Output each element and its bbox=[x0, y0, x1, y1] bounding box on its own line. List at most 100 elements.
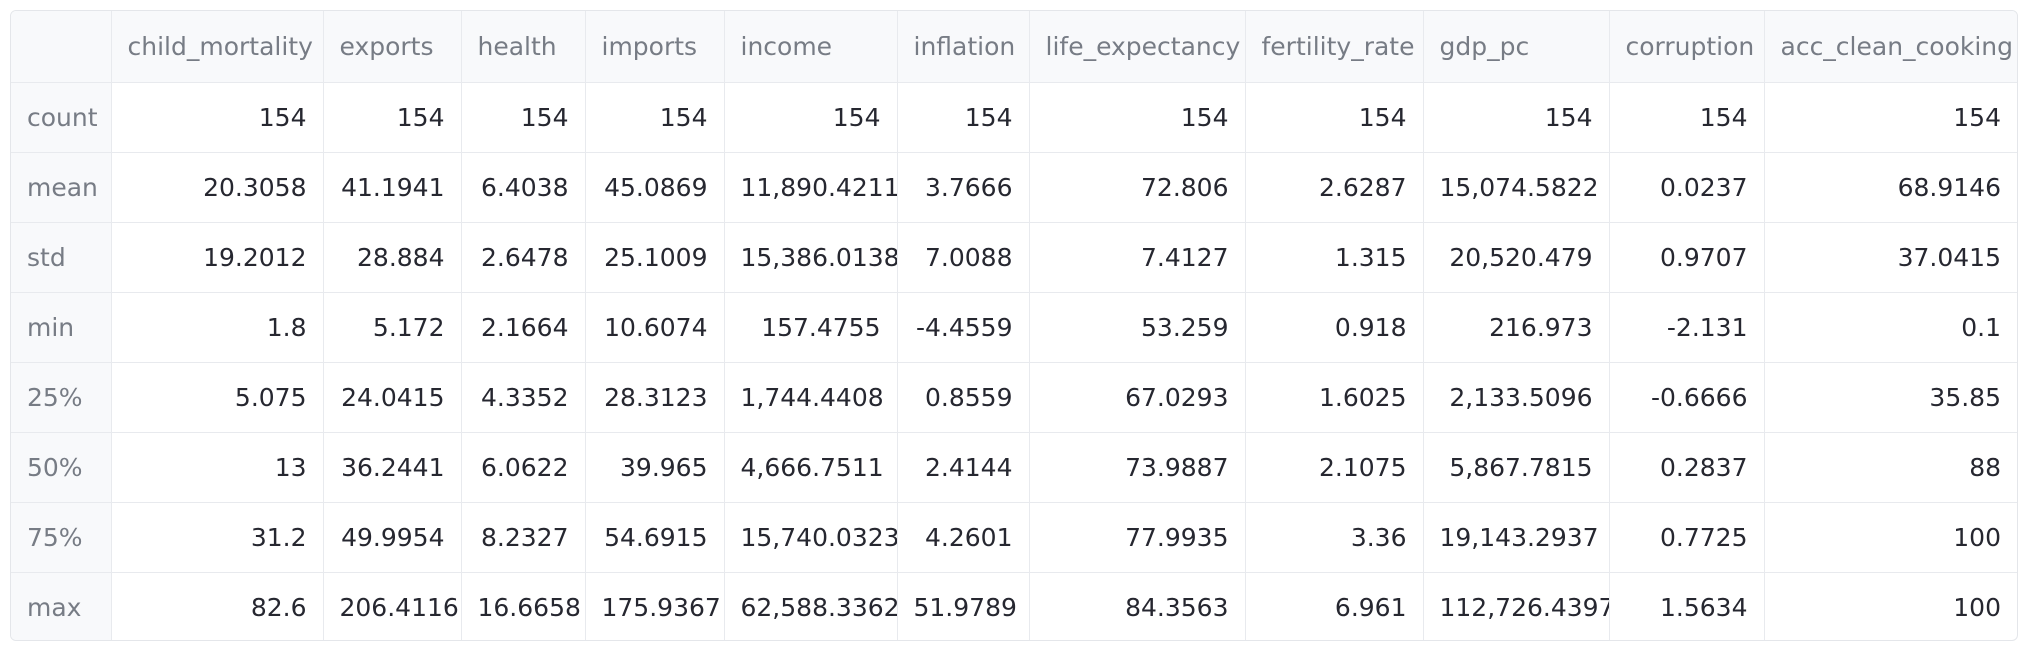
table-cell[interactable]: 35.85 bbox=[1764, 362, 2017, 433]
table-cell[interactable]: 154 bbox=[1609, 82, 1765, 153]
table-cell[interactable]: 25.1009 bbox=[585, 222, 725, 293]
table-cell[interactable]: 7.0088 bbox=[897, 222, 1030, 293]
column-header-imports[interactable]: imports bbox=[585, 11, 725, 83]
table-cell[interactable]: 28.3123 bbox=[585, 362, 725, 433]
column-header-inflation[interactable]: inflation bbox=[897, 11, 1030, 83]
column-header-acc-clean-cooking[interactable]: acc_clean_cooking bbox=[1764, 11, 2017, 83]
table-cell[interactable]: 2.1664 bbox=[461, 292, 586, 363]
table-cell[interactable]: 1.5634 bbox=[1609, 572, 1765, 640]
table-cell[interactable]: 0.1 bbox=[1764, 292, 2017, 363]
table-cell[interactable]: 206.4116 bbox=[323, 572, 462, 640]
table-cell[interactable]: 62,588.3362 bbox=[724, 572, 898, 640]
table-cell[interactable]: 28.884 bbox=[323, 222, 462, 293]
table-cell[interactable]: 68.9146 bbox=[1764, 152, 2017, 223]
table-cell[interactable]: 154 bbox=[724, 82, 898, 153]
table-cell[interactable]: 0.7725 bbox=[1609, 502, 1765, 573]
column-header-fertility-rate[interactable]: fertility_rate bbox=[1245, 11, 1424, 83]
table-cell[interactable]: 157.4755 bbox=[724, 292, 898, 363]
table-cell[interactable]: 51.9789 bbox=[897, 572, 1030, 640]
table-cell[interactable]: 154 bbox=[1245, 82, 1424, 153]
table-cell[interactable]: 216.973 bbox=[1423, 292, 1610, 363]
table-cell[interactable]: 6.961 bbox=[1245, 572, 1424, 640]
table-cell[interactable]: 77.9935 bbox=[1029, 502, 1246, 573]
table-cell[interactable]: 0.9707 bbox=[1609, 222, 1765, 293]
table-cell[interactable]: 8.2327 bbox=[461, 502, 586, 573]
table-cell[interactable]: 45.0869 bbox=[585, 152, 725, 223]
table-cell[interactable]: 175.9367 bbox=[585, 572, 725, 640]
table-cell[interactable]: 15,074.5822 bbox=[1423, 152, 1610, 223]
table-cell[interactable]: 154 bbox=[323, 82, 462, 153]
table-cell[interactable]: 1.6025 bbox=[1245, 362, 1424, 433]
table-cell[interactable]: 154 bbox=[461, 82, 586, 153]
table-cell[interactable]: 0.8559 bbox=[897, 362, 1030, 433]
table-cell[interactable]: 100 bbox=[1764, 502, 2017, 573]
table-cell[interactable]: 10.6074 bbox=[585, 292, 725, 363]
table-cell[interactable]: 72.806 bbox=[1029, 152, 1246, 223]
table-cell[interactable]: 16.6658 bbox=[461, 572, 586, 640]
table-cell[interactable]: 2.4144 bbox=[897, 432, 1030, 503]
column-header-child-mortality[interactable]: child_mortality bbox=[111, 11, 324, 83]
table-cell[interactable]: 154 bbox=[1029, 82, 1246, 153]
table-cell[interactable]: 154 bbox=[897, 82, 1030, 153]
table-cell[interactable]: 37.0415 bbox=[1764, 222, 2017, 293]
table-cell[interactable]: 6.0622 bbox=[461, 432, 586, 503]
table-cell[interactable]: 11,890.4211 bbox=[724, 152, 898, 223]
table-cell[interactable]: -4.4559 bbox=[897, 292, 1030, 363]
table-cell[interactable]: 49.9954 bbox=[323, 502, 462, 573]
table-cell[interactable]: 13 bbox=[111, 432, 324, 503]
table-cell[interactable]: 154 bbox=[1423, 82, 1610, 153]
table-cell[interactable]: 19.2012 bbox=[111, 222, 324, 293]
table-cell[interactable]: 24.0415 bbox=[323, 362, 462, 433]
table-cell[interactable]: 54.6915 bbox=[585, 502, 725, 573]
table-cell[interactable]: 4.3352 bbox=[461, 362, 586, 433]
table-cell[interactable]: 19,143.2937 bbox=[1423, 502, 1610, 573]
column-header-income[interactable]: income bbox=[724, 11, 898, 83]
column-header-exports[interactable]: exports bbox=[323, 11, 462, 83]
table-cell[interactable]: 0.918 bbox=[1245, 292, 1424, 363]
table-cell[interactable]: 36.2441 bbox=[323, 432, 462, 503]
table-cell[interactable]: 1,744.4408 bbox=[724, 362, 898, 433]
column-header-life-expectancy[interactable]: life_expectancy bbox=[1029, 11, 1246, 83]
table-cell[interactable]: 20,520.479 bbox=[1423, 222, 1610, 293]
table-cell[interactable]: -0.6666 bbox=[1609, 362, 1765, 433]
table-cell[interactable]: 73.9887 bbox=[1029, 432, 1246, 503]
table-cell[interactable]: 20.3058 bbox=[111, 152, 324, 223]
table-cell[interactable]: 31.2 bbox=[111, 502, 324, 573]
table-cell[interactable]: 2.6287 bbox=[1245, 152, 1424, 223]
table-cell[interactable]: 3.7666 bbox=[897, 152, 1030, 223]
table-cell[interactable]: 15,386.0138 bbox=[724, 222, 898, 293]
table-cell[interactable]: 2.6478 bbox=[461, 222, 586, 293]
table-cell[interactable]: -2.131 bbox=[1609, 292, 1765, 363]
table-cell[interactable]: 41.1941 bbox=[323, 152, 462, 223]
table-cell[interactable]: 1.315 bbox=[1245, 222, 1424, 293]
table-cell[interactable]: 5.172 bbox=[323, 292, 462, 363]
table-cell[interactable]: 6.4038 bbox=[461, 152, 586, 223]
table-cell[interactable]: 4.2601 bbox=[897, 502, 1030, 573]
table-cell[interactable]: 3.36 bbox=[1245, 502, 1424, 573]
table-cell[interactable]: 82.6 bbox=[111, 572, 324, 640]
table-cell[interactable]: 1.8 bbox=[111, 292, 324, 363]
column-header-corruption[interactable]: corruption bbox=[1609, 11, 1765, 83]
table-cell[interactable]: 53.259 bbox=[1029, 292, 1246, 363]
table-cell[interactable]: 5.075 bbox=[111, 362, 324, 433]
table-cell[interactable]: 88 bbox=[1764, 432, 2017, 503]
table-cell[interactable]: 67.0293 bbox=[1029, 362, 1246, 433]
table-cell[interactable]: 154 bbox=[585, 82, 725, 153]
table-cell[interactable]: 100 bbox=[1953, 592, 2001, 622]
table-cell[interactable]: 112,726.4397 bbox=[1423, 572, 1610, 640]
column-header-gdp-pc[interactable]: gdp_pc bbox=[1423, 11, 1610, 83]
table-cell[interactable]: 39.965 bbox=[585, 432, 725, 503]
table-cell[interactable]: 15,740.0323 bbox=[724, 502, 898, 573]
table-cell[interactable]: 4,666.7511 bbox=[724, 432, 898, 503]
table-cell[interactable]: 7.4127 bbox=[1029, 222, 1246, 293]
table-cell[interactable]: 0.0237 bbox=[1609, 152, 1765, 223]
table-cell[interactable]: 84.3563 bbox=[1029, 572, 1246, 640]
table-cell[interactable]: 2.1075 bbox=[1245, 432, 1424, 503]
dataframe-table-container[interactable]: child_mortality exports health imports incom… bbox=[10, 10, 2018, 641]
column-header-health[interactable]: health bbox=[461, 11, 586, 83]
table-cell[interactable]: 0.2837 bbox=[1609, 432, 1765, 503]
table-cell[interactable]: 154 bbox=[1764, 82, 2017, 153]
table-cell[interactable]: 2,133.5096 bbox=[1423, 362, 1610, 433]
table-cell[interactable]: 5,867.7815 bbox=[1423, 432, 1610, 503]
table-cell[interactable]: 154 bbox=[111, 82, 324, 153]
